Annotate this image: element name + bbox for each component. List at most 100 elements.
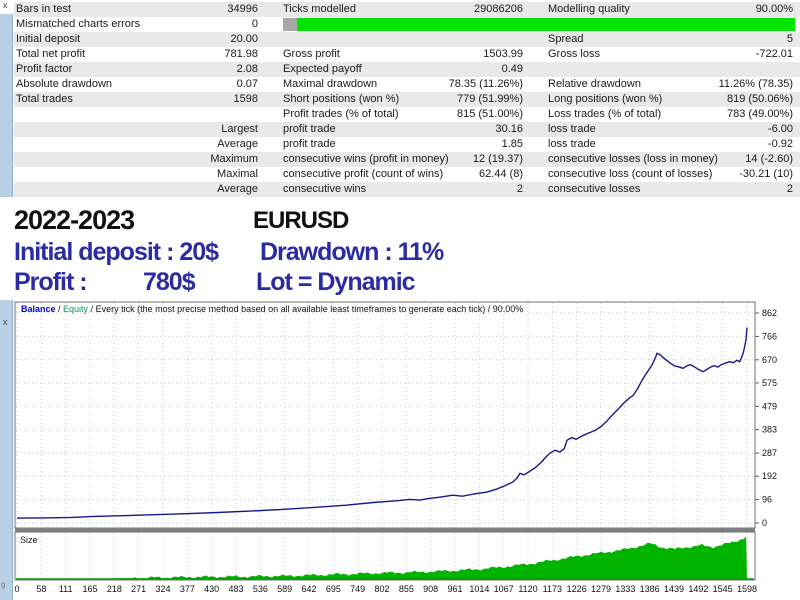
report-cell-c2: 0.07 (169, 77, 258, 92)
x-axis-label: 855 (399, 584, 414, 594)
report-cell-c3: Gross profit (258, 47, 443, 62)
report-cell-c1 (14, 182, 169, 197)
y-axis-label: 192 (762, 471, 777, 481)
x-axis-label: 1173 (543, 584, 562, 594)
report-cell-c2: Average (169, 137, 258, 152)
report-cell-c5 (523, 62, 708, 77)
report-row: Averageprofit trade1.85loss trade-0.92 (14, 137, 800, 152)
report-cell-c2: Maximum (169, 152, 258, 167)
report-cell-c6: -30.21 (10) (708, 167, 800, 182)
report-cell-c3: consecutive profit (count of wins) (258, 167, 443, 182)
report-cell-c6: 90.00% (708, 2, 800, 17)
report-row: Bars in test34996Ticks modelled29086206M… (14, 2, 800, 17)
report-cell-c5: Spread (523, 32, 708, 47)
x-axis-label: 695 (326, 584, 341, 594)
x-axis-label: 271 (131, 584, 146, 594)
balance-chart-panel: 8627666705754793832871929600581111652182… (0, 300, 800, 600)
report-cell-c5: Loss trades (% of total) (523, 107, 708, 122)
report-cell-c1 (14, 167, 169, 182)
report-row: Total trades1598Short positions (won %)7… (14, 92, 800, 107)
report-cell-c3: Short positions (won %) (258, 92, 443, 107)
report-cell-c2: 781.98 (169, 47, 258, 62)
y-axis-label: 96 (762, 495, 772, 505)
report-cell-c3: profit trade (258, 122, 443, 137)
report-cell-c3: Expected payoff (258, 62, 443, 77)
report-row: Initial deposit20.00Spread5 (14, 32, 800, 47)
x-axis-label: 377 (180, 584, 195, 594)
x-axis-label: 1439 (664, 584, 684, 594)
report-row: Maximalconsecutive profit (count of wins… (14, 167, 800, 182)
x-axis-label: 589 (277, 584, 292, 594)
x-axis-label: 1279 (591, 584, 611, 594)
report-cell-c2: 1598 (169, 92, 258, 107)
report-table: Bars in test34996Ticks modelled29086206M… (14, 2, 800, 197)
x-axis-label: 1333 (615, 584, 635, 594)
report-cell-c2: 2.08 (169, 62, 258, 77)
x-axis-label: 1120 (518, 584, 537, 594)
report-cell-c5: consecutive loss (count of losses) (523, 167, 708, 182)
report-cell-c1: Absolute drawdown (14, 77, 169, 92)
report-cell-c2 (169, 107, 258, 122)
banner-profit-value: 780$ (143, 268, 195, 297)
report-cell-c6: 5 (708, 32, 800, 47)
strategy-tester-report: x ln x g Bars in test34996Ticks modelled… (0, 0, 800, 600)
report-cell-c1 (14, 152, 169, 167)
y-axis-label: 383 (762, 425, 777, 435)
x-axis-label: 1226 (567, 584, 587, 594)
report-cell-c4: 29086206 (443, 2, 523, 17)
x-axis-label: 749 (350, 584, 365, 594)
x-axis-label: 0 (14, 584, 19, 594)
report-cell-c5: Modelling quality (523, 2, 708, 17)
report-row: Averageconsecutive wins2consecutive loss… (14, 182, 800, 197)
report-cell-c1: Mismatched charts errors (14, 17, 169, 32)
report-cell-c5: Relative drawdown (523, 77, 708, 92)
y-axis-label: 479 (762, 401, 777, 411)
report-cell-c1: Total trades (14, 92, 169, 107)
x-axis-label: 1492 (688, 584, 708, 594)
report-cell-c2: Maximal (169, 167, 258, 182)
report-cell-c6: 2 (708, 182, 800, 197)
report-cell-c3 (258, 32, 443, 47)
report-cell-c5: consecutive losses (loss in money) (523, 152, 708, 167)
close-icon[interactable]: x (3, 1, 8, 10)
report-cell-c1 (14, 137, 169, 152)
x-axis-label: 1386 (640, 584, 660, 594)
banner-drawdown: Drawdown : 11% (260, 238, 443, 267)
report-cell-c5: loss trade (523, 122, 708, 137)
y-axis-label: 862 (762, 308, 777, 318)
x-axis-label: 483 (228, 584, 243, 594)
summary-banner: 2022-2023 EURUSD Initial deposit : 20$ D… (0, 197, 800, 300)
report-cell-c4: 815 (51.00%) (443, 107, 523, 122)
x-axis-label: 111 (59, 584, 73, 594)
report-cell-c5: Gross loss (523, 47, 708, 62)
report-cell-c1 (14, 107, 169, 122)
x-axis-label: 908 (423, 584, 438, 594)
report-cell-c6: -6.00 (708, 122, 800, 137)
x-axis-label: 642 (301, 584, 316, 594)
balance-equity-chart: 8627666705754793832871929600581111652182… (0, 300, 800, 600)
x-axis-label: 324 (155, 584, 170, 594)
report-cell-c3: Maximal drawdown (258, 77, 443, 92)
y-axis-label: 0 (762, 518, 767, 528)
report-cell-c5: Long positions (won %) (523, 92, 708, 107)
banner-profit-label: Profit : (14, 268, 87, 297)
size-pane-label: Size (20, 535, 38, 545)
report-cell-c5: loss trade (523, 137, 708, 152)
report-cell-c5: consecutive losses (523, 182, 708, 197)
x-axis-label: 1014 (469, 584, 489, 594)
x-axis-label: 1545 (713, 584, 733, 594)
report-cell-c6: 11.26% (78.35) (708, 77, 800, 92)
report-cell-c2: Largest (169, 122, 258, 137)
report-row: Absolute drawdown0.07Maximal drawdown78.… (14, 77, 800, 92)
report-cell-c1: Bars in test (14, 2, 169, 17)
x-axis-label: 430 (204, 584, 219, 594)
x-axis-label: 1067 (494, 584, 514, 594)
x-axis-label: 1598 (737, 584, 757, 594)
report-cell-c2: Average (169, 182, 258, 197)
report-cell-c6: 14 (-2.60) (708, 152, 800, 167)
report-cell-c6: -0.92 (708, 137, 800, 152)
report-row: Total net profit781.98Gross profit1503.9… (14, 47, 800, 62)
y-axis-label: 766 (762, 331, 777, 341)
report-cell-c4: 78.35 (11.26%) (443, 77, 523, 92)
report-row: Profit factor2.08Expected payoff0.49 (14, 62, 800, 77)
